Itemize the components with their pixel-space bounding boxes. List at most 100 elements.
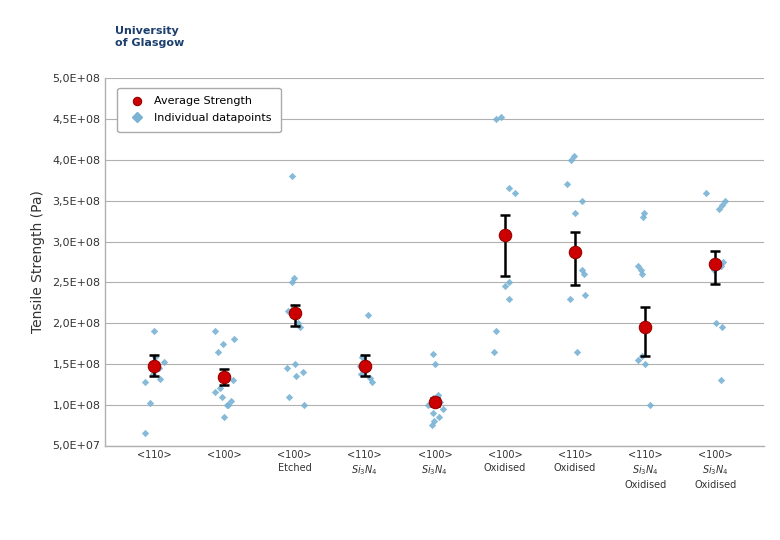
Point — [709, 259, 722, 268]
Point — [503, 294, 516, 303]
Point — [427, 396, 439, 405]
Point — [297, 368, 310, 376]
Point — [293, 323, 306, 332]
Point — [710, 319, 722, 327]
Point — [718, 197, 731, 205]
Point — [715, 323, 728, 332]
Point — [288, 310, 300, 319]
Point — [221, 400, 233, 409]
Point — [225, 396, 237, 405]
Point — [158, 358, 171, 367]
Point — [222, 400, 235, 409]
Point — [214, 384, 226, 393]
Point — [427, 394, 440, 402]
Point — [578, 270, 590, 279]
Point — [282, 307, 295, 315]
Y-axis label: Tensile Strength (Pa): Tensile Strength (Pa) — [31, 191, 45, 333]
Point — [149, 353, 161, 362]
Point — [282, 392, 295, 401]
Point — [429, 360, 441, 368]
Point — [208, 327, 221, 335]
Point — [427, 409, 439, 417]
Point — [437, 404, 449, 413]
Text: University
of Glasgow: University of Glasgow — [115, 26, 185, 48]
Point — [218, 373, 231, 381]
Point — [644, 400, 657, 409]
Point — [355, 369, 367, 378]
Point — [357, 357, 370, 366]
Point — [579, 290, 591, 299]
Point — [209, 388, 222, 397]
Point — [359, 361, 371, 370]
Point — [154, 374, 166, 383]
Point — [568, 152, 580, 160]
Point — [281, 363, 293, 372]
Point — [148, 327, 161, 335]
Point — [227, 376, 239, 384]
Point — [718, 258, 730, 266]
Point — [569, 248, 581, 256]
Point — [364, 374, 377, 382]
Point — [147, 369, 159, 378]
Point — [565, 156, 577, 164]
Point — [569, 208, 581, 217]
Point — [360, 365, 373, 374]
Point — [714, 376, 727, 384]
Text: Measured Strengths: Measured Strengths — [446, 28, 764, 56]
Point — [502, 184, 515, 193]
Point — [289, 309, 301, 318]
Point — [639, 360, 651, 368]
Point — [426, 421, 438, 429]
Point — [144, 399, 156, 407]
Point — [489, 115, 502, 124]
Point — [509, 188, 521, 197]
Point — [289, 360, 301, 368]
Point — [153, 363, 165, 372]
Point — [638, 208, 651, 217]
Point — [434, 398, 446, 407]
Point — [218, 413, 231, 421]
Point — [433, 413, 445, 421]
Point — [499, 282, 512, 291]
Point — [356, 353, 368, 362]
Point — [227, 335, 239, 344]
Point — [431, 390, 444, 399]
Point — [563, 294, 576, 303]
Point — [495, 113, 507, 122]
Point — [422, 400, 434, 409]
Point — [285, 278, 298, 287]
Point — [362, 310, 374, 319]
Point — [708, 266, 721, 274]
Point — [288, 302, 300, 311]
Point — [216, 392, 229, 401]
Point — [576, 266, 589, 274]
Point — [498, 231, 511, 239]
Point — [427, 350, 439, 359]
Point — [427, 417, 440, 426]
Point — [139, 429, 151, 437]
Point — [561, 180, 573, 188]
Point — [218, 339, 230, 348]
Point — [366, 377, 378, 386]
Point — [490, 327, 502, 335]
Point — [635, 270, 647, 279]
Point — [292, 319, 304, 327]
Point — [354, 361, 367, 370]
Point — [289, 372, 302, 381]
Legend: Average Strength, Individual datapoints: Average Strength, Individual datapoints — [118, 87, 281, 132]
Point — [576, 197, 588, 205]
Point — [631, 355, 644, 364]
Point — [636, 352, 648, 360]
Point — [639, 323, 651, 332]
Point — [713, 205, 725, 213]
Point — [700, 188, 712, 197]
Point — [298, 400, 310, 409]
Point — [212, 347, 225, 356]
Point — [429, 398, 441, 407]
Point — [571, 347, 583, 356]
Point — [632, 262, 644, 271]
Point — [288, 274, 300, 282]
Point — [503, 278, 516, 287]
Point — [637, 213, 650, 221]
Point — [635, 266, 647, 274]
